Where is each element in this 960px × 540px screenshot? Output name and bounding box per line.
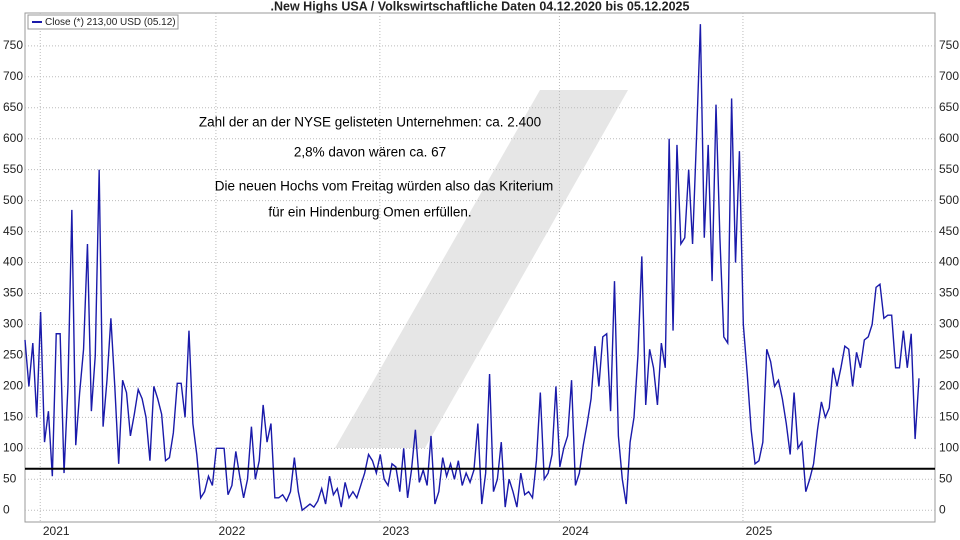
y2-tick-label: 400 bbox=[939, 255, 959, 269]
y-tick-label: 750 bbox=[3, 38, 23, 52]
annotation: 2,8% davon wären ca. 67 bbox=[294, 145, 446, 160]
y2-tick-label: 650 bbox=[939, 100, 959, 114]
watermark bbox=[335, 90, 628, 448]
y-tick-label: 650 bbox=[3, 100, 23, 114]
x-tick-label: 2021 bbox=[43, 524, 70, 538]
y-tick-label: 0 bbox=[3, 502, 10, 516]
chart-title: .New Highs USA / Volkswirtschaftliche Da… bbox=[271, 0, 690, 13]
y2-tick-label: 200 bbox=[939, 379, 959, 393]
y2-tick-label: 550 bbox=[939, 162, 959, 176]
y-tick-label: 500 bbox=[3, 193, 23, 207]
x-tick-label: 2023 bbox=[383, 524, 410, 538]
line-series bbox=[24, 24, 920, 512]
annotation: Zahl der an der NYSE gelisteten Unterneh… bbox=[199, 115, 541, 130]
y2-tick-label: 450 bbox=[939, 224, 959, 238]
marks bbox=[24, 24, 935, 512]
y-tick-label: 600 bbox=[3, 131, 23, 145]
y-tick-label: 700 bbox=[3, 69, 23, 83]
y-tick-label: 50 bbox=[3, 471, 17, 485]
y-tick-label: 300 bbox=[3, 317, 23, 331]
x-tick-label: 2025 bbox=[746, 524, 773, 538]
grid: 0 0 50 50 100 100 150 150 200 200 250 250 300 300 350 3… bbox=[3, 13, 959, 538]
y-tick-label: 250 bbox=[3, 348, 23, 362]
y2-tick-label: 50 bbox=[939, 471, 953, 485]
x-tick-label: 2022 bbox=[219, 524, 246, 538]
y-tick-label: 350 bbox=[3, 286, 23, 300]
y2-tick-label: 700 bbox=[939, 69, 959, 83]
y2-tick-label: 500 bbox=[939, 193, 959, 207]
y2-tick-label: 100 bbox=[939, 440, 959, 454]
legend-label: Close (*) 213,00 USD (05.12) bbox=[45, 17, 176, 28]
y2-tick-label: 250 bbox=[939, 348, 959, 362]
annotations: Zahl der an der NYSE gelisteten Unterneh… bbox=[199, 115, 553, 220]
annotation: Die neuen Hochs vom Freitag würden also … bbox=[215, 179, 553, 194]
y-tick-label: 150 bbox=[3, 410, 23, 424]
y2-tick-label: 600 bbox=[939, 131, 959, 145]
y-tick-label: 400 bbox=[3, 255, 23, 269]
y-tick-label: 100 bbox=[3, 440, 23, 454]
annotation: für ein Hindenburg Omen erfüllen. bbox=[268, 205, 471, 220]
y2-tick-label: 0 bbox=[939, 502, 946, 516]
y-tick-label: 200 bbox=[3, 379, 23, 393]
legend: Close (*) 213,00 USD (05.12) bbox=[27, 14, 179, 30]
legend-box bbox=[27, 14, 179, 30]
y2-tick-label: 150 bbox=[939, 410, 959, 424]
y-tick-label: 450 bbox=[3, 224, 23, 238]
y2-tick-label: 300 bbox=[939, 317, 959, 331]
y2-tick-label: 750 bbox=[939, 38, 959, 52]
y-tick-label: 550 bbox=[3, 162, 23, 176]
x-tick-label: 2024 bbox=[562, 524, 589, 538]
y2-tick-label: 350 bbox=[939, 286, 959, 300]
